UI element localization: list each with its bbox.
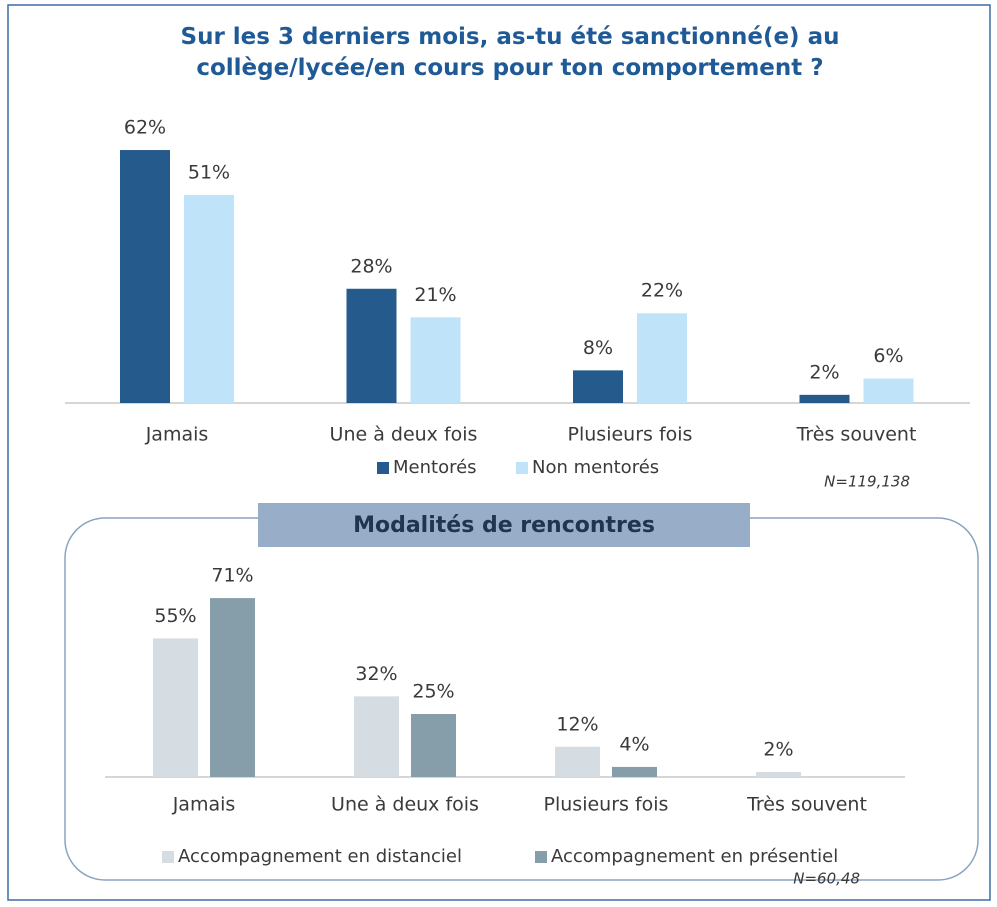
data-label: 51% <box>188 161 230 183</box>
bar <box>555 746 600 777</box>
bar <box>756 771 801 777</box>
data-label: 12% <box>556 713 598 735</box>
data-label: 6% <box>873 345 903 367</box>
data-label: 4% <box>619 733 649 755</box>
legend-label: Mentorés <box>393 457 477 478</box>
bar <box>153 638 198 777</box>
data-label: 25% <box>412 681 454 703</box>
x-tick-label: Très souvent <box>796 424 917 446</box>
bar <box>210 598 255 777</box>
legend-swatch <box>162 851 174 863</box>
panel-header <box>258 503 750 547</box>
bar <box>410 317 461 403</box>
bar <box>573 370 623 403</box>
x-tick-label: Jamais <box>145 424 209 446</box>
chart-title: Sur les 3 derniers mois, as-tu été sanct… <box>180 24 840 81</box>
data-label: 32% <box>355 663 397 685</box>
data-label: 21% <box>414 284 456 306</box>
x-tick-label: Une à deux fois <box>331 794 479 816</box>
bar <box>411 714 456 777</box>
bar <box>184 194 234 403</box>
x-tick-label: Plusieurs fois <box>568 424 693 446</box>
legend-swatch <box>516 462 528 474</box>
x-tick-label: Jamais <box>172 794 236 816</box>
bar <box>120 150 170 403</box>
annotation: N=119,138 <box>824 473 910 491</box>
frame <box>7 4 991 901</box>
data-label: 2% <box>809 361 839 383</box>
bar <box>354 696 399 777</box>
data-label: 71% <box>211 565 253 587</box>
x-tick-label: Très souvent <box>746 794 867 816</box>
data-label: 2% <box>763 738 793 760</box>
panel-title: Modalités de rencontres <box>353 513 655 538</box>
bar <box>346 288 397 403</box>
bar <box>612 766 657 777</box>
annotation: N=60,48 <box>793 870 860 888</box>
data-label: 62% <box>124 117 166 139</box>
bar <box>863 378 914 403</box>
panel <box>64 517 979 881</box>
legend-label: Accompagnement en distanciel <box>178 846 462 867</box>
x-tick-label: Plusieurs fois <box>544 794 669 816</box>
x-tick-label: Une à deux fois <box>330 424 478 446</box>
legend-swatch <box>535 851 547 863</box>
data-label: 55% <box>154 605 196 627</box>
legend-swatch <box>377 462 389 474</box>
legend-label: Accompagnement en présentiel <box>551 846 838 867</box>
data-label: 8% <box>583 337 613 359</box>
data-label: 28% <box>350 255 392 277</box>
data-label: 22% <box>641 280 683 302</box>
legend-label: Non mentorés <box>532 457 659 478</box>
bar <box>799 394 850 403</box>
bar <box>637 313 687 403</box>
